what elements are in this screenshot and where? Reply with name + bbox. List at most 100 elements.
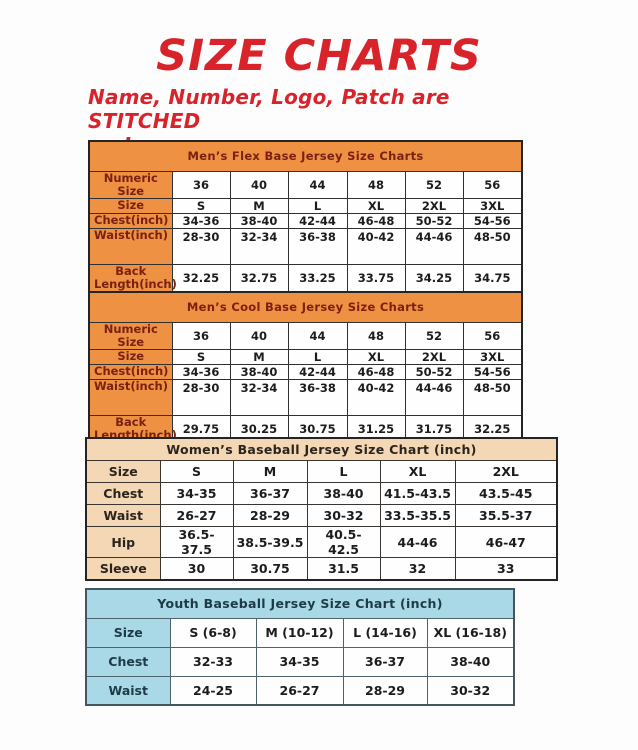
table-cell: 54-56 [462,363,523,380]
table-row: Size S M L XL 2XL 3XL [88,348,523,365]
table-cell: 36.5-37.5 [159,526,234,558]
row-label: Sleeve [85,557,161,580]
table-cell: 50-52 [404,212,464,229]
table-cell: 30-32 [306,504,381,527]
row-label: Waist(inch) [88,378,173,416]
table-cell: L [287,197,348,214]
table-row: Waist 26-27 28-29 30-32 33.5-35.5 35.5-37 [85,504,558,527]
table-cell: 36-38 [287,227,348,265]
table-cell: 38.5-39.5 [232,526,308,558]
table-cell: 34-36 [171,212,231,229]
table-cell: 48-50 [462,378,523,416]
table-cell: M [229,348,289,365]
table-cell: 28-30 [171,227,231,265]
subtitle-line-1: Name, Number, Logo, Patch are STITCHED [88,85,450,133]
table-row: Back Length(inch) 32.25 32.75 33.25 33.75 34.… [88,263,523,292]
table-cell: 30-32 [426,675,515,706]
table-cell: 44 [287,170,348,199]
table-cell: L [306,460,381,483]
table-cell: 48-50 [462,227,523,265]
womens-baseball-grid: Women’s Baseball Jersey Size Chart (inch… [85,437,559,581]
table-cell: 41.5-43.5 [379,482,456,505]
table-row: Size S (6-8) M (10-12) L (14-16) XL (16-18) [85,617,515,648]
row-label: Chest [85,482,161,505]
table-cell: 35.5-37 [454,504,558,527]
row-label: Chest(inch) [88,212,173,229]
table-cell: S (6-8) [169,617,257,648]
mens-flex-base-table-title: Men’s Flex Base Jersey Size Charts [88,140,523,172]
table-cell: S [171,197,231,214]
table-cell: 36-37 [232,482,308,505]
table-cell: 26-27 [159,504,234,527]
table-cell: 36 [171,321,231,350]
row-label: Waist(inch) [88,227,173,265]
table-row: Size S M L XL 2XL 3XL [88,197,523,214]
table-cell: 34.75 [462,263,523,292]
table-cell: 33.5-35.5 [379,504,456,527]
table-cell: 46-48 [346,212,406,229]
table-cell: 36-37 [342,646,428,677]
table-cell: L (14-16) [342,617,428,648]
table-row: Hip 36.5-37.5 38.5-39.5 40.5-42.5 44-46 46-47 [85,526,558,558]
table-cell: 36 [171,170,231,199]
table-cell: 54-56 [462,212,523,229]
table-cell: 42-44 [287,212,348,229]
table-cell: XL (16-18) [426,617,515,648]
table-cell: M [229,197,289,214]
row-label: Numeric Size [88,321,173,350]
table-cell: 33.75 [346,263,406,292]
table-cell: 56 [462,321,523,350]
table-cell: 28-29 [342,675,428,706]
table-cell: 33 [454,557,558,580]
table-cell: 48 [346,321,406,350]
mens-flex-base-grid: Men’s Flex Base Jersey Size Charts Numeri… [88,140,524,293]
table-cell: 44-46 [379,526,456,558]
table-cell: 40 [229,170,289,199]
youth-baseball-grid: Youth Baseball Jersey Size Chart (inch) S… [85,588,516,706]
table-cell: 32 [379,557,456,580]
table-cell: 26-27 [255,675,344,706]
table-cell: 32-33 [169,646,257,677]
table-cell: 34-36 [171,363,231,380]
table-cell: 2XL [404,197,464,214]
table-cell: 28-30 [171,378,231,416]
table-cell: 38-40 [426,646,515,677]
mens-flex-base-size-table: Men’s Flex Base Jersey Size Charts Numeri… [88,140,524,293]
table-row: Waist 24-25 26-27 28-29 30-32 [85,675,515,706]
table-cell: 40.5-42.5 [306,526,381,558]
table-cell: 30.75 [232,557,308,580]
table-row: Waist(inch) 28-30 32-34 36-38 40-42 44-46 48-5… [88,227,523,265]
page-subtitle: Name, Number, Logo, Patch are STITCHED o… [88,85,558,157]
table-cell: 24-25 [169,675,257,706]
table-cell: 34-35 [159,482,234,505]
row-label: Chest [85,646,171,677]
row-label: Numeric Size [88,170,173,199]
table-cell: S [159,460,234,483]
table-row: Numeric Size 36 40 44 48 52 56 [88,321,523,350]
table-cell: 32.75 [229,263,289,292]
table-cell: 32-34 [229,378,289,416]
table-row: Chest 32-33 34-35 36-37 38-40 [85,646,515,677]
row-label: Hip [85,526,161,558]
mens-cool-base-size-table: Men’s Cool Base Jersey Size Charts Numeri… [88,291,524,444]
table-row: Numeric Size 36 40 44 48 52 56 [88,170,523,199]
row-label: Waist [85,675,171,706]
table-cell: 48 [346,170,406,199]
table-cell: 3XL [462,348,523,365]
table-cell: 44-46 [404,227,464,265]
table-cell: 31.5 [306,557,381,580]
table-cell: L [287,348,348,365]
table-cell: 34.25 [404,263,464,292]
row-label: Size [88,197,173,214]
table-cell: M (10-12) [255,617,344,648]
table-row: Size S M L XL 2XL [85,460,558,483]
table-cell: 2XL [404,348,464,365]
table-cell: 2XL [454,460,558,483]
table-cell: 40-42 [346,227,406,265]
table-cell: 33.25 [287,263,348,292]
table-row: Sleeve 30 30.75 31.5 32 33 [85,557,558,580]
row-label: Back Length(inch) [88,263,177,292]
table-cell: 43.5-45 [454,482,558,505]
womens-baseball-size-table: Women’s Baseball Jersey Size Chart (inch… [85,437,559,581]
